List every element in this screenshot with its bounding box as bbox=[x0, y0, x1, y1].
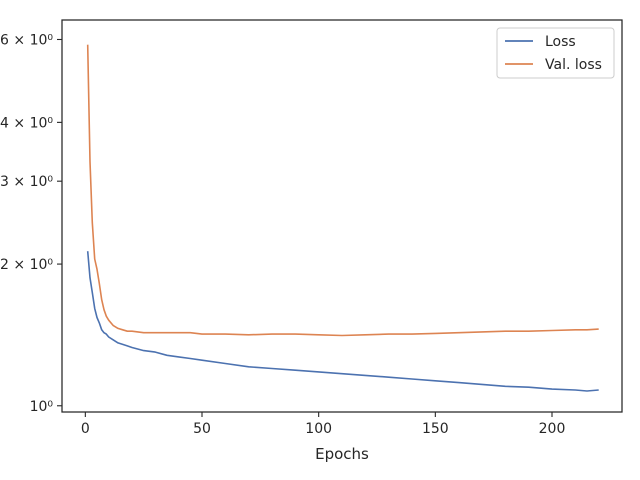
x-tick-label-1: 50 bbox=[193, 421, 211, 437]
y-tick-label-4: 6 × 10⁰ bbox=[0, 32, 53, 48]
series-line-1 bbox=[86, 44, 599, 337]
series-layer bbox=[86, 44, 599, 392]
x-axis-label: Epochs bbox=[315, 445, 369, 463]
y-tick-label-3: 4 × 10⁰ bbox=[0, 115, 53, 131]
legend-label-0: Loss bbox=[545, 34, 576, 50]
legend-label-1: Val. loss bbox=[545, 57, 602, 73]
y-tick-label-0: 10⁰ bbox=[30, 399, 54, 415]
x-tick-label-4: 200 bbox=[539, 421, 566, 437]
y-axis: 10⁰ 2 × 10⁰ 3 × 10⁰ 4 × 10⁰ 6 × 10⁰ bbox=[0, 32, 62, 415]
x-tick-label-2: 100 bbox=[305, 421, 332, 437]
x-axis: 0 50 100 150 200 bbox=[81, 412, 565, 437]
x-tick-label-3: 150 bbox=[422, 421, 449, 437]
plot-frame bbox=[61, 19, 623, 413]
y-tick-label-1: 2 × 10⁰ bbox=[0, 257, 53, 273]
x-tick-label-0: 0 bbox=[81, 421, 90, 437]
y-tick-label-2: 3 × 10⁰ bbox=[0, 174, 53, 190]
legend: Loss Val. loss bbox=[496, 27, 615, 79]
series-line-0 bbox=[86, 251, 599, 392]
